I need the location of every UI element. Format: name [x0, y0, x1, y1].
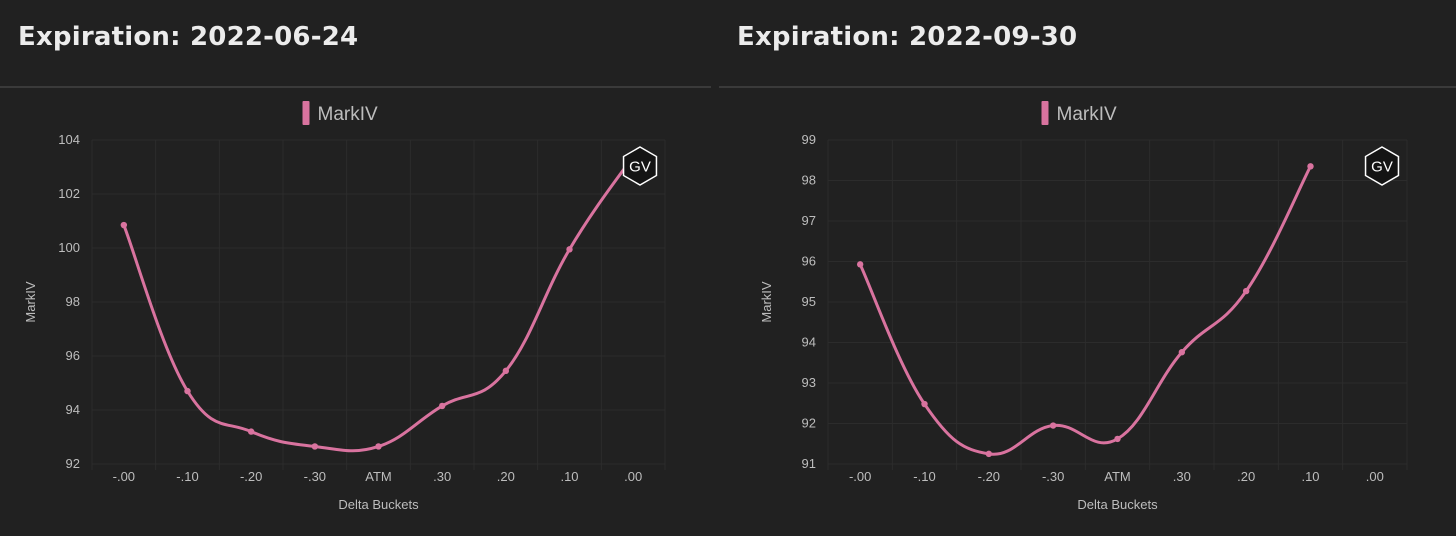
header-divider: [0, 86, 711, 88]
chart-title: Expiration: 2022-09-30: [737, 22, 1078, 52]
x-tick-label: -.10: [913, 469, 935, 484]
x-tick-label: -.30: [304, 469, 326, 484]
legend-label: MarkIV: [318, 104, 379, 125]
y-tick-label: 104: [58, 132, 80, 147]
legend-swatch: [302, 101, 310, 125]
x-tick-label: -.20: [240, 469, 262, 484]
y-tick-label: 98: [802, 173, 816, 188]
data-point: [1242, 287, 1250, 295]
data-point: [1178, 349, 1186, 356]
chart-title: Expiration: 2022-06-24: [18, 22, 359, 52]
y-tick-label: 100: [58, 240, 80, 255]
x-axis-label: Delta Buckets: [338, 497, 419, 512]
data-point: [247, 428, 255, 435]
y-tick-label: 91: [802, 456, 816, 471]
data-point: [184, 387, 191, 395]
x-tick-label: ATM: [1104, 469, 1130, 484]
series-line: [122, 154, 635, 453]
x-tick-label: -.20: [978, 469, 1000, 484]
header-divider: [719, 86, 1456, 88]
data-point: [1114, 435, 1121, 443]
x-tick-label: .30: [433, 469, 451, 484]
data-point: [1307, 163, 1314, 170]
data-point: [921, 400, 928, 408]
y-tick-label: 95: [802, 294, 816, 309]
data-point: [566, 246, 573, 253]
chart-panel-september: Expiration: 2022-09-30 MarkIV 99 98 97 96 95 9…: [719, 0, 1456, 536]
x-tick-label: .00: [624, 469, 642, 484]
badge-text: GV: [629, 159, 651, 176]
data-point: [985, 450, 993, 458]
hexagon-logo-icon: GV: [622, 146, 658, 186]
x-tick-label: ATM: [365, 469, 391, 484]
y-tick-label: 96: [802, 254, 816, 269]
chart-panel-june: Expiration: 2022-06-24 MarkIV 104 102 100 98…: [0, 0, 711, 536]
hexagon-shape: [622, 146, 658, 186]
data-point: [311, 443, 319, 450]
y-tick-label: 93: [802, 375, 816, 390]
x-tick-label: -.00: [113, 469, 135, 484]
x-tick-label: .30: [1173, 469, 1191, 484]
x-tick-label: .10: [560, 469, 578, 484]
data-point: [438, 402, 446, 410]
legend-swatch: [1041, 101, 1049, 125]
y-tick-label: 97: [802, 213, 816, 228]
y-axis-label: MarkIV: [759, 281, 774, 323]
y-tick-label: 102: [58, 186, 80, 201]
y-tick-label: 92: [802, 416, 816, 431]
y-tick-label: 99: [802, 132, 816, 147]
data-point: [1049, 422, 1057, 429]
y-tick-label: 96: [66, 348, 80, 363]
y-tick-label: 94: [66, 402, 80, 417]
data-point: [120, 221, 128, 229]
x-tick-label: .20: [497, 469, 515, 484]
x-tick-label: .10: [1301, 469, 1319, 484]
chart-svg: MarkIV 99 98 97 96 95 94 93 92 91 -.00 -.10 -.20 -.30…: [759, 101, 1408, 512]
data-point: [856, 261, 864, 268]
hexagon-logo-icon: GV: [1364, 146, 1400, 186]
badge-text: GV: [1371, 159, 1393, 176]
x-tick-label: -.30: [1042, 469, 1064, 484]
x-axis-label: Delta Buckets: [1077, 497, 1158, 512]
y-tick-label: 98: [66, 294, 80, 309]
y-tick-label: 92: [66, 456, 80, 471]
x-tick-label: -.10: [176, 469, 198, 484]
chart-svg: MarkIV 104 102 100 98 96 94 92 -.00 -.10 -.20 -.30 A…: [23, 101, 666, 512]
x-tick-label: .00: [1366, 469, 1384, 484]
hexagon-shape: [1364, 146, 1400, 186]
y-axis-label: MarkIV: [23, 281, 38, 323]
legend-label: MarkIV: [1057, 104, 1118, 125]
data-point: [375, 443, 382, 450]
x-tick-label: -.00: [849, 469, 871, 484]
y-tick-label: 94: [802, 335, 816, 350]
x-tick-label: .20: [1237, 469, 1255, 484]
data-point: [502, 367, 510, 375]
